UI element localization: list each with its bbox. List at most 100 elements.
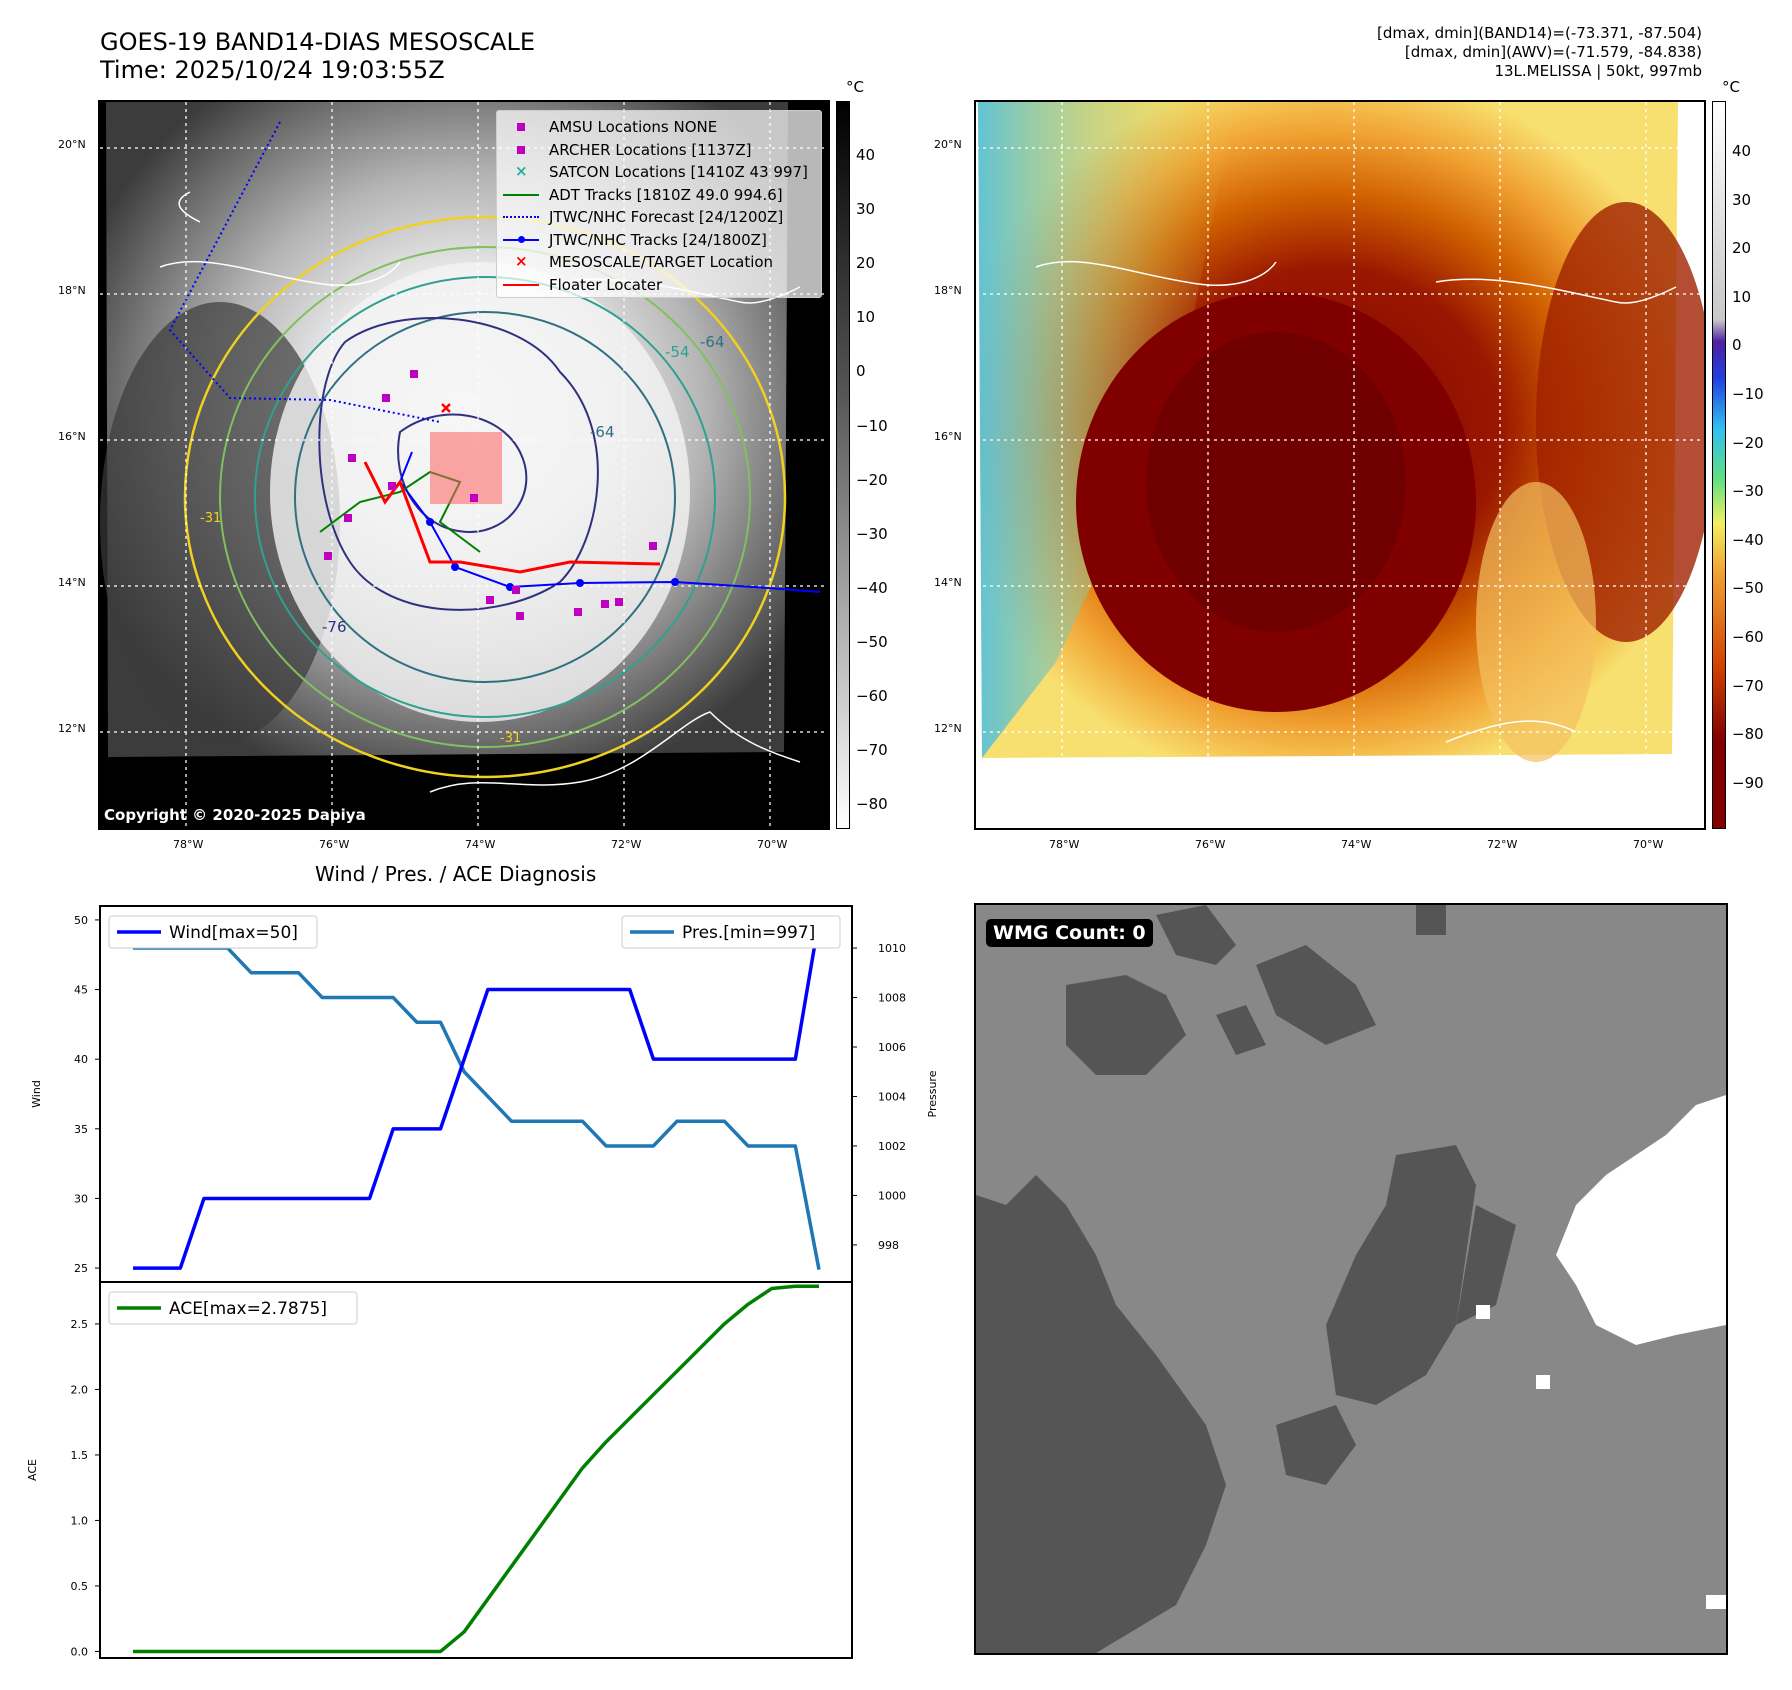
color-colorbar-tick: −40: [1732, 530, 1764, 549]
lat-label: 14°N: [58, 576, 86, 589]
ir-map-panel: -54 -64 -64 -76 -31 -31 AMSU Locations N…: [98, 100, 830, 830]
ace-tick-label: 2.5: [71, 1318, 89, 1331]
wind-axis-label: Wind: [30, 1080, 43, 1108]
contour-label: -76: [322, 618, 347, 636]
legend-item: AMSU Locations NONE: [503, 117, 717, 137]
pressure-line: [133, 946, 821, 1270]
ir-colorbar-tick: −60: [856, 687, 888, 705]
legend-swatch: ×: [515, 252, 528, 270]
legend-label: JTWC/NHC Tracks [24/1800Z]: [549, 230, 767, 249]
pressure-tick-label: 1004: [878, 1090, 906, 1103]
color-colorbar-tick: 30: [1732, 190, 1752, 209]
stats-awv: [dmax, dmin](AWV)=(-71.579, -84.838): [1404, 43, 1702, 61]
legend-swatch: [503, 233, 539, 247]
color-map-image: [976, 102, 1704, 828]
pressure-axis-label: Pressure: [926, 1070, 939, 1117]
ace-tick-label: 1.5: [71, 1449, 89, 1462]
ir-colorbar-tick: −10: [856, 416, 888, 435]
pressure-tick-label: 998: [878, 1239, 899, 1252]
lon-label: 74°W: [1341, 838, 1372, 851]
chart-title: Wind / Pres. / ACE Diagnosis: [315, 862, 597, 886]
wind-tick-label: 45: [74, 984, 88, 997]
lon-label: 76°W: [319, 838, 350, 851]
ir-colorbar: [836, 101, 850, 829]
ir-colorbar-tick: −70: [856, 741, 888, 760]
wmg-count-badge: WMG Count: 0: [986, 919, 1153, 947]
wind-tick-label: 50: [74, 914, 88, 927]
wmg-panel: WMG Count: 0: [974, 903, 1728, 1655]
wind-line: [133, 919, 821, 1270]
lat-label: 12°N: [934, 722, 962, 735]
legend-swatch: [503, 210, 539, 224]
ir-colorbar-tick: 40: [856, 146, 876, 164]
pressure-tick-label: 1008: [878, 992, 906, 1005]
color-colorbar-tick: 10: [1732, 287, 1752, 306]
color-colorbar-tick: 0: [1732, 336, 1742, 355]
wind-tick-label: 35: [74, 1123, 88, 1136]
ir-colorbar-tick: 30: [856, 200, 876, 219]
legend-label: ARCHER Locations [1137Z]: [549, 140, 752, 159]
lon-label: 74°W: [465, 838, 496, 851]
lon-label: 72°W: [1487, 838, 1518, 851]
color-colorbar-tick: −80: [1732, 725, 1764, 744]
wind-tick-label: 25: [74, 1262, 88, 1275]
legend-swatch: [503, 143, 539, 157]
lon-label: 76°W: [1195, 838, 1226, 851]
lat-label: 16°N: [58, 430, 86, 443]
lat-label: 14°N: [934, 576, 962, 589]
wind-tick-label: 40: [74, 1053, 88, 1066]
stats-band14: [dmax, dmin](BAND14)=(-73.371, -87.504): [1377, 24, 1702, 42]
lat-label: 16°N: [934, 430, 962, 443]
ir-colorbar-tick: 10: [856, 308, 876, 327]
map-legend: AMSU Locations NONE ARCHER Locations [113…: [496, 110, 822, 298]
wind-tick-label: 30: [74, 1192, 88, 1205]
color-colorbar-tick: −70: [1732, 676, 1764, 695]
legend-label: MESOSCALE/TARGET Location: [549, 253, 774, 271]
color-colorbar-tick: 40: [1732, 142, 1752, 160]
ace-tick-label: 2.0: [71, 1383, 89, 1396]
pressure-tick-label: 1006: [878, 1041, 906, 1054]
lon-label: 78°W: [1049, 838, 1080, 851]
ace-tick-label: 0.0: [71, 1645, 89, 1658]
ace-axes: [99, 1281, 853, 1659]
color-colorbar-tick: 20: [1732, 239, 1752, 258]
color-colorbar-tick: −50: [1732, 579, 1764, 598]
ir-colorbar-tick: −50: [856, 632, 888, 651]
legend-swatch: [503, 188, 539, 202]
color-colorbar-unit: °C: [1722, 78, 1740, 96]
color-colorbar-tick: −90: [1732, 773, 1764, 792]
contour-label: -64: [700, 333, 725, 351]
legend-item: × MESOSCALE/TARGET Location: [503, 252, 773, 272]
ir-colorbar-tick: −20: [856, 470, 888, 489]
timestamp-title: Time: 2025/10/24 19:03:55Z: [100, 56, 445, 84]
ir-colorbar-tick: −30: [856, 524, 888, 543]
legend-label: AMSU Locations NONE: [549, 118, 718, 136]
lon-label: 78°W: [173, 838, 204, 851]
contour-label: -31: [200, 511, 221, 526]
legend-label: ADT Tracks [1810Z 49.0 994.6]: [549, 185, 783, 204]
lat-label: 12°N: [58, 722, 86, 735]
contour-label: -64: [590, 423, 615, 441]
legend-item: ADT Tracks [1810Z 49.0 994.6]: [503, 185, 783, 205]
wind-legend-box: [108, 915, 318, 949]
copyright-text: Copyright © 2020-2025 Dapiya: [104, 806, 366, 824]
legend-item: Floater Locater: [503, 275, 662, 295]
pressure-tick-label: 1002: [878, 1140, 906, 1153]
color-map-panel: [974, 100, 1706, 830]
wind-pressure-axes: [99, 905, 853, 1283]
legend-item: × SATCON Locations [1410Z 43 997]: [503, 162, 808, 182]
lon-label: 70°W: [1633, 838, 1664, 851]
ir-colorbar-unit: °C: [846, 78, 864, 96]
contour-label: -31: [500, 731, 521, 746]
legend-item: JTWC/NHC Tracks [24/1800Z]: [503, 230, 767, 250]
color-colorbar-tick: −30: [1732, 482, 1764, 501]
lon-label: 72°W: [611, 838, 642, 851]
lat-label: 18°N: [934, 284, 962, 297]
ace-legend-label: ACE[max=2.7875]: [169, 1299, 327, 1319]
color-colorbar-tick: −20: [1732, 433, 1764, 452]
color-colorbar-tick: −60: [1732, 628, 1764, 646]
ace-tick-label: 1.0: [71, 1514, 89, 1527]
legend-swatch: ×: [515, 162, 528, 180]
legend-label: JTWC/NHC Forecast [24/1200Z]: [549, 208, 784, 226]
